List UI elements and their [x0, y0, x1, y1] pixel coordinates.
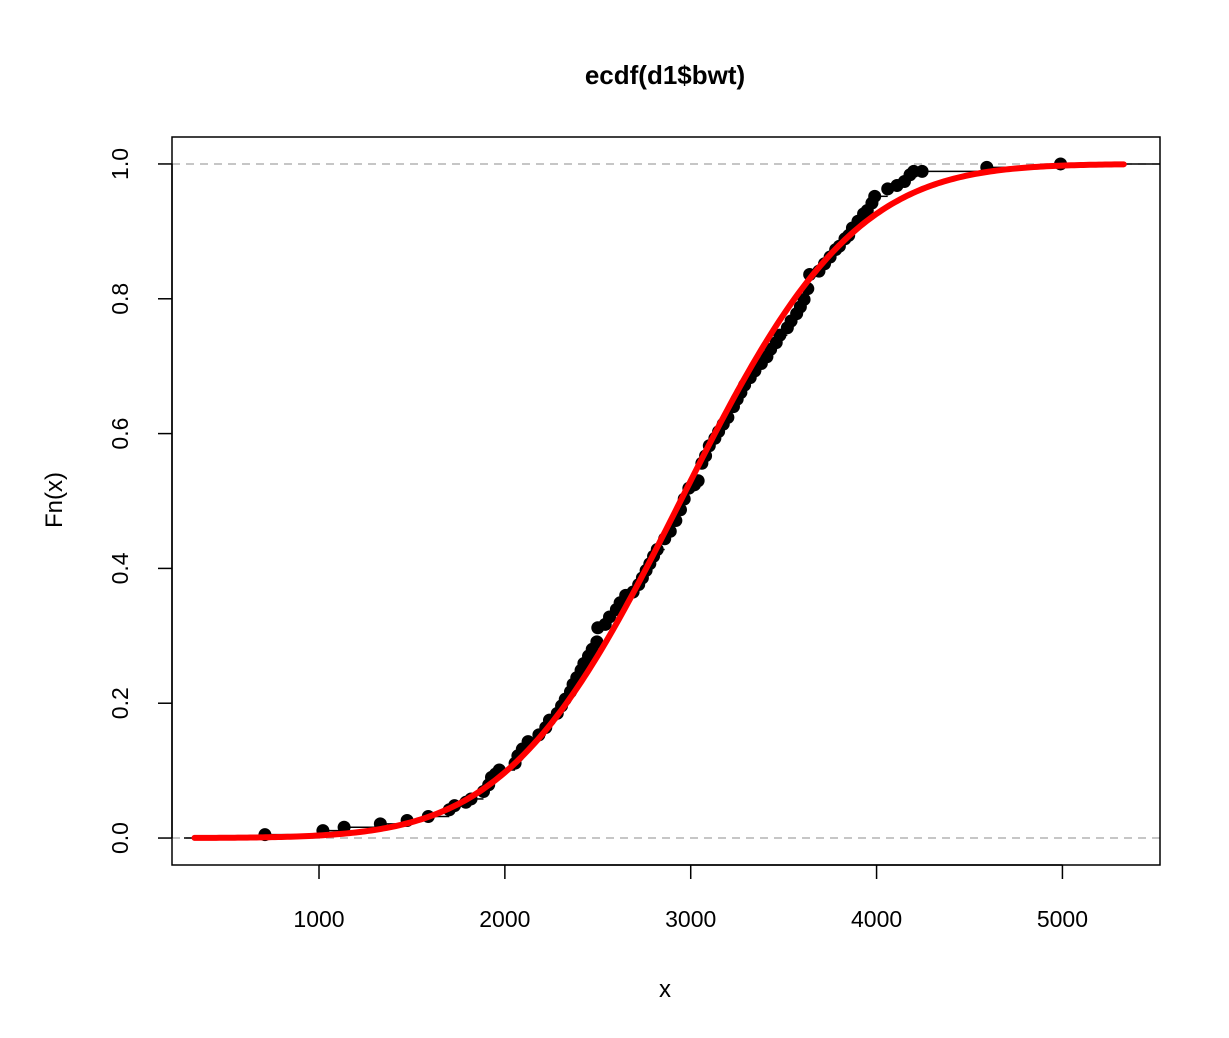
- y-tick-label: 0.0: [107, 822, 133, 854]
- ecdf-step-series: [184, 163, 1160, 839]
- ecdf-point: [797, 292, 811, 306]
- y-tick-label: 0.8: [107, 283, 133, 315]
- normal-fit-series: [191, 161, 1127, 841]
- y-tick-label: 1.0: [107, 148, 133, 180]
- plot-frame: [171, 136, 1161, 866]
- x-tick-label: 2000: [479, 906, 530, 932]
- y-axis: 0.0 0.2 0.4 0.6 0.8 1.0: [107, 148, 173, 854]
- ecdf-point: [915, 164, 929, 178]
- y-tick-label: 0.4: [107, 552, 133, 584]
- ecdf-point: [868, 189, 882, 203]
- reference-lines: [172, 163, 1160, 839]
- fit-curve-line: [191, 161, 1127, 841]
- y-tick-label: 0.2: [107, 687, 133, 719]
- x-axis-label: x: [659, 976, 671, 1003]
- ecdf-point-series: [258, 157, 1068, 842]
- y-axis-label: Fn(x): [41, 472, 68, 528]
- chart-title: ecdf(d1$bwt): [585, 60, 745, 90]
- x-tick-label: 4000: [851, 906, 902, 932]
- x-axis: 1000 2000 3000 4000 5000: [293, 864, 1088, 932]
- ecdf-point: [590, 635, 604, 649]
- x-tick-label: 1000: [293, 906, 344, 932]
- x-tick-label: 5000: [1037, 906, 1088, 932]
- y-tick-label: 0.6: [107, 418, 133, 450]
- x-tick-label: 3000: [665, 906, 716, 932]
